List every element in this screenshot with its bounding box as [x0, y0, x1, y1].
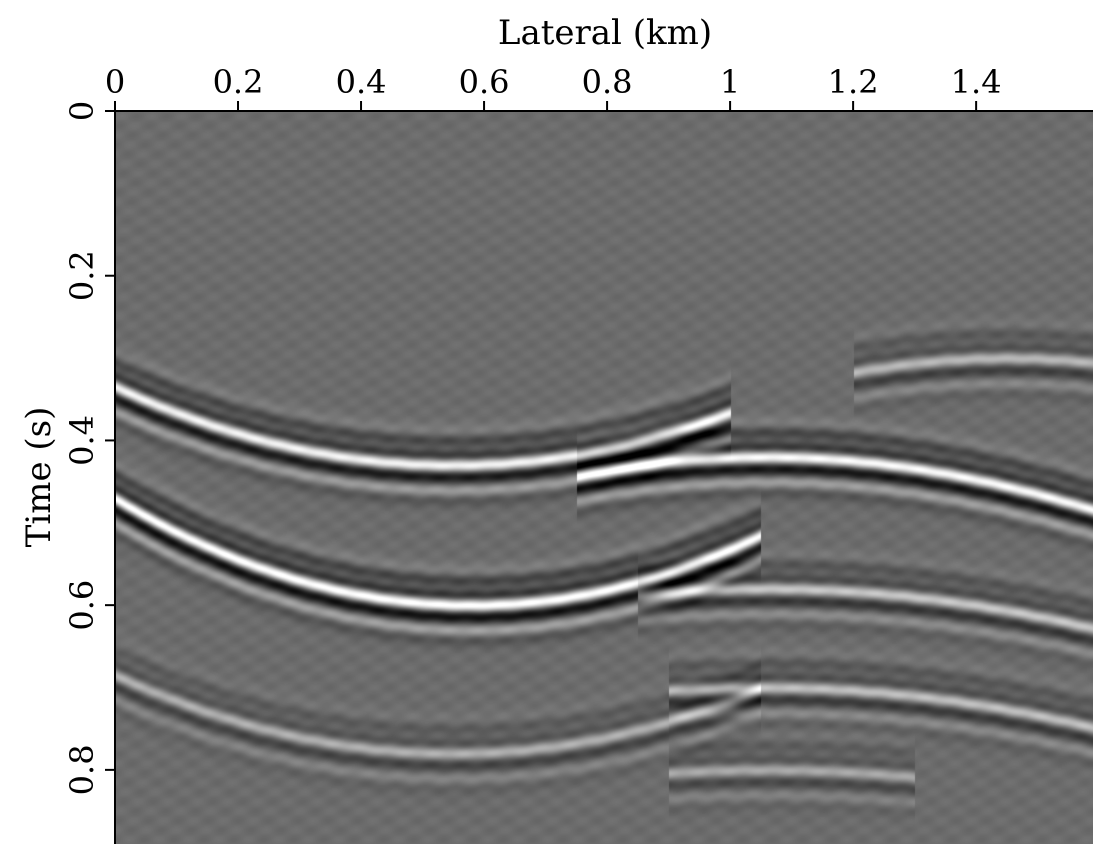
plot-area: [115, 111, 1093, 844]
y-tick-label: 0: [63, 101, 101, 121]
x-tick-label: 0.6: [459, 63, 510, 101]
x-tick-label: 1: [720, 63, 740, 101]
x-tick-label: 0.4: [336, 63, 387, 101]
y-tick-label: 0.2: [63, 250, 101, 301]
x-tick-label: 1.4: [951, 63, 1002, 101]
y-tick-label: 0.4: [63, 415, 101, 466]
x-ticks: 0 0.2 0.4 0.6 0.8 1 1.2 1.4: [105, 63, 1002, 111]
y-tick-label: 0.8: [63, 744, 101, 795]
seismic-image-container: [115, 111, 1093, 844]
y-axis-label: Time (s): [19, 407, 59, 548]
y-ticks: 0 0.2 0.4 0.6 0.8: [63, 101, 115, 795]
x-tick-label: 1.2: [828, 63, 879, 101]
x-axis-label: Lateral (km): [498, 13, 712, 53]
x-tick-label: 0: [105, 63, 125, 101]
x-tick-label: 0.2: [213, 63, 264, 101]
x-tick-label: 0.8: [582, 63, 633, 101]
seismic-image: [115, 111, 1093, 844]
y-tick-label: 0.6: [63, 580, 101, 631]
